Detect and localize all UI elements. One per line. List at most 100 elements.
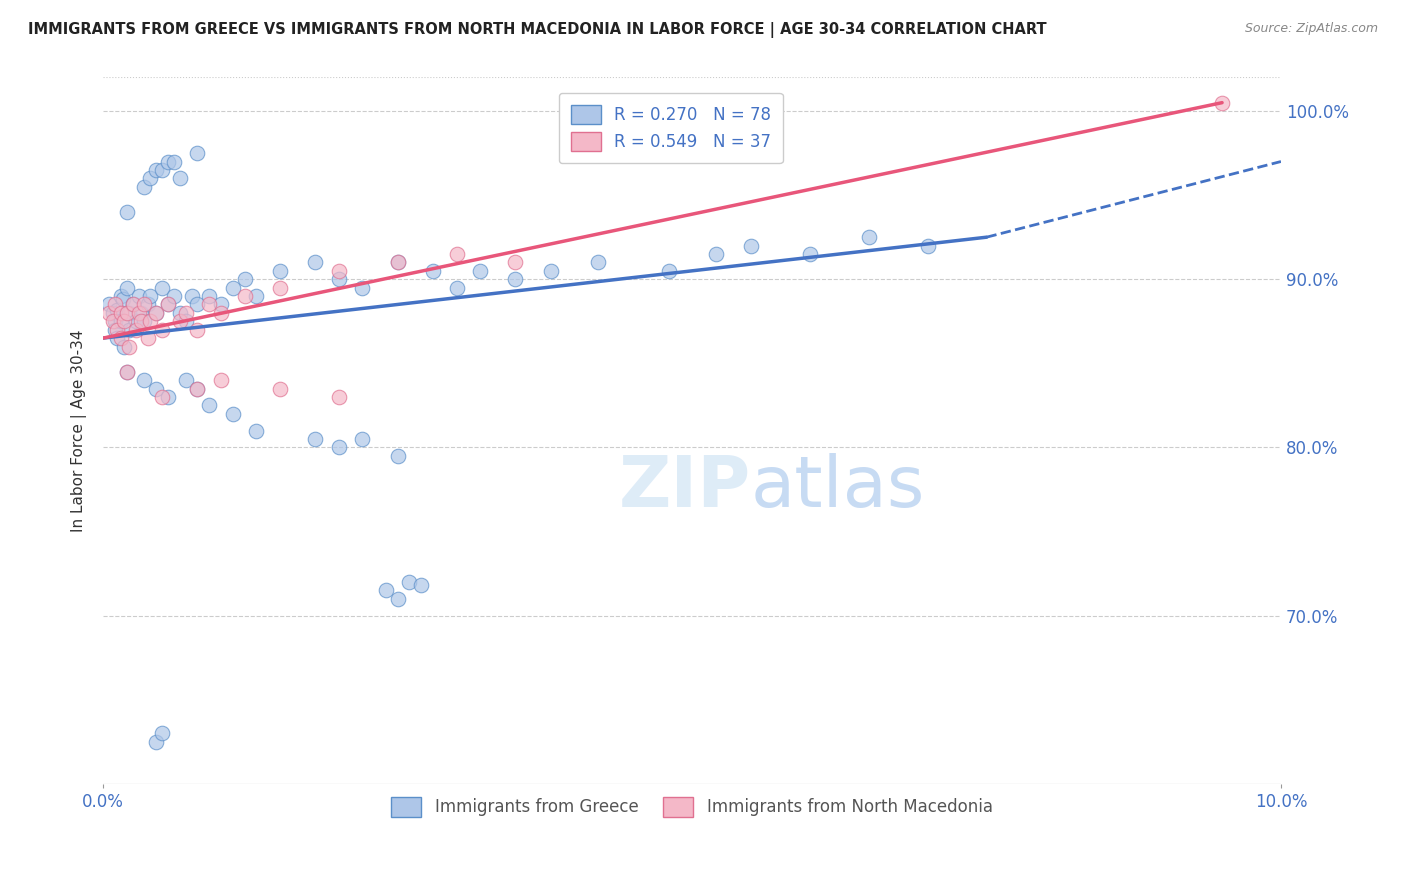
Text: Source: ZipAtlas.com: Source: ZipAtlas.com [1244, 22, 1378, 36]
Point [105, 331, 128, 345]
Point [150, 323, 173, 337]
Point [387, 591, 409, 606]
Point [387, 449, 409, 463]
Point [209, 373, 232, 387]
Point [186, 382, 208, 396]
Point [304, 432, 326, 446]
Point [799, 247, 821, 261]
Point [128, 306, 150, 320]
Point [411, 578, 433, 592]
Point [169, 171, 191, 186]
Point [233, 272, 256, 286]
Point [134, 314, 156, 328]
Point [209, 297, 232, 311]
Point [163, 154, 186, 169]
Point [128, 289, 150, 303]
Point [112, 293, 135, 307]
Point [245, 424, 267, 438]
Point [387, 255, 409, 269]
Point [858, 230, 880, 244]
Point [118, 339, 141, 353]
Point [112, 339, 135, 353]
Point [186, 323, 208, 337]
Point [328, 441, 350, 455]
Point [398, 574, 420, 589]
Point [98, 297, 121, 311]
Point [110, 314, 132, 328]
Point [186, 297, 208, 311]
Point [304, 255, 326, 269]
Point [505, 255, 527, 269]
Point [198, 297, 221, 311]
Point [186, 382, 208, 396]
Point [328, 264, 350, 278]
Point [150, 280, 173, 294]
Legend: Immigrants from Greece, Immigrants from North Macedonia: Immigrants from Greece, Immigrants from … [382, 789, 1001, 825]
Point [139, 314, 162, 328]
Point [134, 297, 156, 311]
Point [112, 314, 135, 328]
Point [917, 238, 939, 252]
Point [98, 306, 121, 320]
Point [129, 306, 152, 320]
Point [104, 297, 127, 311]
Point [540, 264, 562, 278]
Point [134, 179, 156, 194]
Point [101, 314, 124, 328]
Point [136, 331, 159, 345]
Point [704, 247, 727, 261]
Point [118, 323, 141, 337]
Point [657, 264, 679, 278]
Point [129, 314, 152, 328]
Point [115, 280, 138, 294]
Point [105, 302, 128, 317]
Point [145, 306, 167, 320]
Point [446, 280, 468, 294]
Point [245, 289, 267, 303]
Point [174, 314, 197, 328]
Point [186, 146, 208, 161]
Point [740, 238, 762, 252]
Point [233, 289, 256, 303]
Point [104, 323, 127, 337]
Point [1211, 95, 1233, 110]
Y-axis label: In Labor Force | Age 30-34: In Labor Force | Age 30-34 [72, 329, 87, 532]
Point [174, 373, 197, 387]
Point [115, 365, 138, 379]
Point [136, 297, 159, 311]
Point [145, 382, 167, 396]
Point [115, 205, 138, 219]
Point [145, 734, 167, 748]
Text: ZIP: ZIP [619, 452, 751, 522]
Point [145, 163, 167, 178]
Point [125, 323, 148, 337]
Point [374, 583, 396, 598]
Point [174, 306, 197, 320]
Point [328, 390, 350, 404]
Point [387, 255, 409, 269]
Point [115, 365, 138, 379]
Point [180, 289, 202, 303]
Point [446, 247, 468, 261]
Point [209, 306, 232, 320]
Point [163, 289, 186, 303]
Point [125, 314, 148, 328]
Point [169, 306, 191, 320]
Point [156, 390, 179, 404]
Point [198, 289, 221, 303]
Point [586, 255, 609, 269]
Point [110, 289, 132, 303]
Point [169, 314, 191, 328]
Point [156, 297, 179, 311]
Point [121, 297, 143, 311]
Point [156, 154, 179, 169]
Point [198, 398, 221, 412]
Point [222, 280, 245, 294]
Point [150, 390, 173, 404]
Point [422, 264, 444, 278]
Point [139, 289, 162, 303]
Point [352, 432, 374, 446]
Point [352, 280, 374, 294]
Point [110, 306, 132, 320]
Point [468, 264, 491, 278]
